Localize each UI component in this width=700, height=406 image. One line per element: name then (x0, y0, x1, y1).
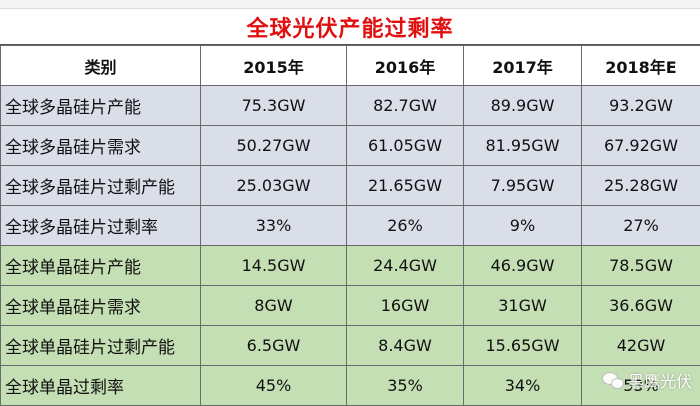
row-label: 全球单晶硅片产能 (0, 245, 201, 286)
watermark-text: 黑鹰光伏 (627, 372, 692, 391)
table-row: 全球单晶硅片需求 8GW 16GW 31GW 36.6GW (0, 285, 700, 326)
table-row: 全球单晶过剩率 45% 35% 34% 53% (0, 365, 700, 406)
table-row: 全球单晶硅片产能 14.5GW 24.4GW 46.9GW 78.5GW (0, 245, 700, 286)
table-cell: 53% (581, 365, 700, 406)
table-cell: 93.2GW (581, 85, 700, 126)
table-cell: 46.9GW (463, 245, 582, 286)
row-label: 全球多晶硅片产能 (0, 85, 201, 126)
row-label: 全球单晶硅片过剩产能 (0, 325, 201, 366)
header-category: 类别 (0, 45, 201, 86)
table-cell: 82.7GW (346, 85, 464, 126)
capacity-table: 类别 2015年 2016年 2017年 2018年E 全球多晶硅片产能 75.… (0, 45, 700, 406)
table-cell: 21.65GW (346, 165, 464, 206)
table-row: 全球多晶硅片需求 50.27GW 61.05GW 81.95GW 67.92GW (0, 125, 700, 166)
wechat-icon (601, 371, 624, 389)
table-cell: 7.95GW (463, 165, 582, 206)
table-cell: 25.28GW (581, 165, 700, 206)
table-cell: 35% (346, 365, 464, 406)
table-cell: 78.5GW (581, 245, 700, 286)
table-cell: 6.5GW (200, 325, 347, 366)
header-2018e: 2018年E (581, 45, 700, 86)
table-row: 全球单晶硅片过剩产能 6.5GW 8.4GW 15.65GW 42GW (0, 325, 700, 366)
table-cell: 26% (346, 205, 464, 246)
table-title: 全球光伏产能过剩率 (246, 16, 454, 42)
table-cell: 14.5GW (200, 245, 347, 286)
header-row: 类别 2015年 2016年 2017年 2018年E (0, 45, 700, 86)
table-row: 全球多晶硅片过剩率 33% 26% 9% 27% (0, 205, 700, 246)
table-cell: 31GW (463, 285, 582, 326)
row-label: 全球单晶硅片需求 (0, 285, 201, 326)
table-cell: 61.05GW (346, 125, 464, 166)
table-row: 全球多晶硅片产能 75.3GW 82.7GW 89.9GW 93.2GW (0, 85, 700, 126)
table-row: 全球多晶硅片过剩产能 25.03GW 21.65GW 7.95GW 25.28G… (0, 165, 700, 206)
table-cell: 81.95GW (463, 125, 582, 166)
table-cell: 24.4GW (346, 245, 464, 286)
table-cell: 89.9GW (463, 85, 582, 126)
header-2017: 2017年 (463, 45, 582, 86)
table-cell: 8.4GW (346, 325, 464, 366)
table-cell: 42GW (581, 325, 700, 366)
table-cell: 16GW (346, 285, 464, 326)
table-cell: 27% (581, 205, 700, 246)
table-cell: 15.65GW (463, 325, 582, 366)
row-label: 全球单晶过剩率 (0, 365, 201, 406)
header-2016: 2016年 (346, 45, 464, 86)
table-cell: 25.03GW (200, 165, 347, 206)
table-cell: 45% (200, 365, 347, 406)
table-cell: 50.27GW (200, 125, 347, 166)
table-cell: 36.6GW (581, 285, 700, 326)
header-2015: 2015年 (200, 45, 347, 86)
title-row: 全球光伏产能过剩率 (0, 9, 700, 45)
row-label: 全球多晶硅片需求 (0, 125, 201, 166)
table-cell: 75.3GW (200, 85, 347, 126)
table-cell: 33% (200, 205, 347, 246)
table-cell: 8GW (200, 285, 347, 326)
row-label: 全球多晶硅片过剩率 (0, 205, 201, 246)
watermark: 黑鹰光伏 (601, 368, 692, 392)
top-strip (0, 0, 700, 9)
table-cell: 9% (463, 205, 582, 246)
table-cell: 34% (463, 365, 582, 406)
table-cell: 67.92GW (581, 125, 700, 166)
row-label: 全球多晶硅片过剩产能 (0, 165, 201, 206)
